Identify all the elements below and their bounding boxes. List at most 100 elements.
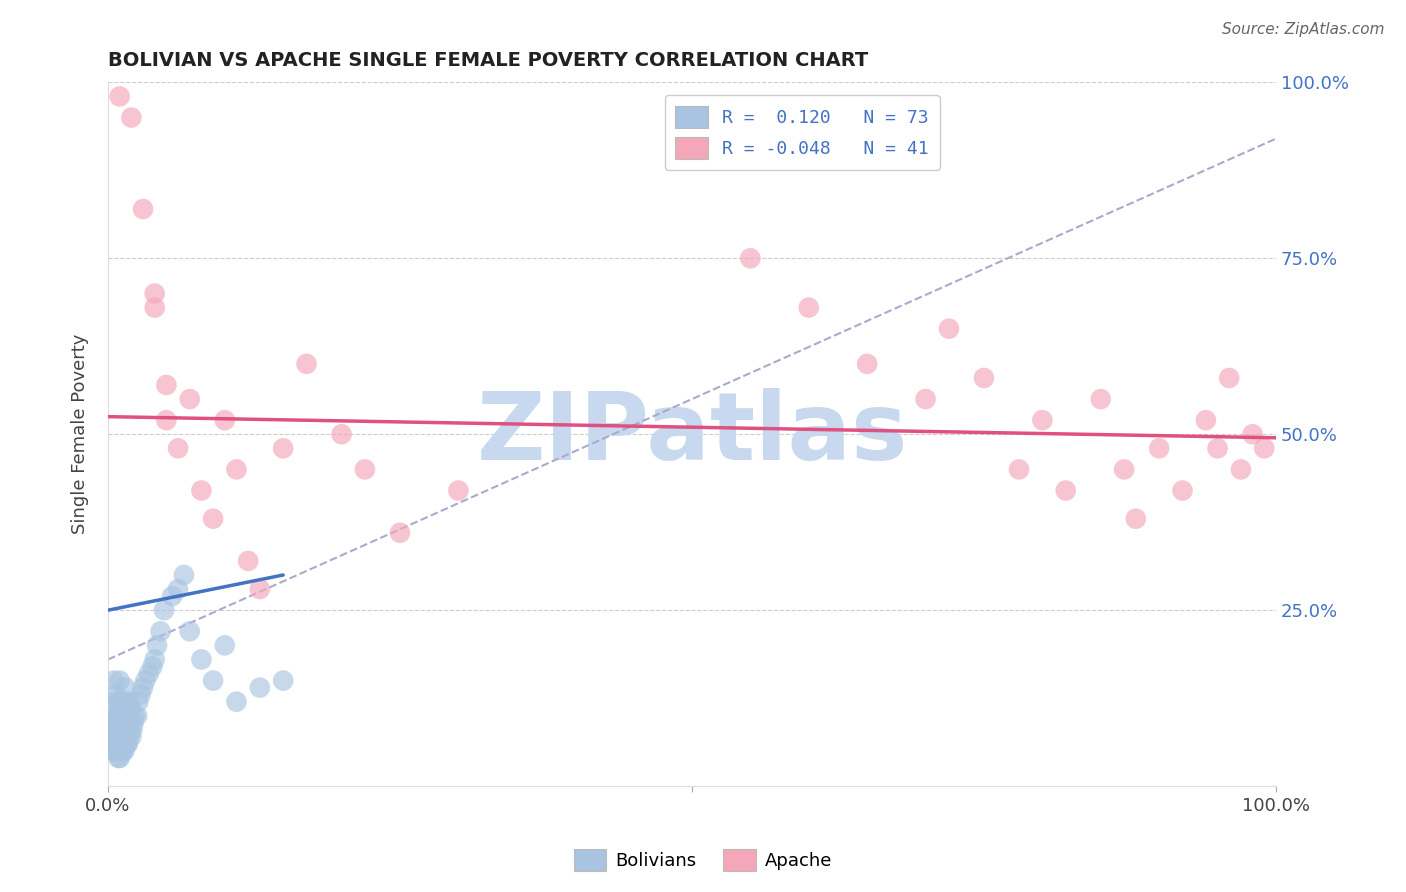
Point	[132, 202, 155, 216]
Point	[914, 392, 936, 406]
Point	[108, 730, 131, 744]
Point	[146, 639, 169, 653]
Point	[111, 730, 134, 744]
Point	[447, 483, 470, 498]
Point	[153, 603, 176, 617]
Point	[103, 730, 125, 744]
Point	[114, 737, 136, 751]
Point	[108, 695, 131, 709]
Point	[112, 744, 135, 758]
Point	[108, 737, 131, 751]
Point	[105, 737, 128, 751]
Point	[1230, 462, 1253, 476]
Point	[107, 723, 129, 737]
Point	[105, 708, 128, 723]
Point	[179, 624, 201, 639]
Point	[155, 413, 177, 427]
Point	[107, 730, 129, 744]
Point	[271, 673, 294, 688]
Point	[112, 730, 135, 744]
Point	[143, 286, 166, 301]
Text: Source: ZipAtlas.com: Source: ZipAtlas.com	[1222, 22, 1385, 37]
Point	[103, 737, 125, 751]
Point	[127, 708, 149, 723]
Point	[120, 702, 142, 716]
Point	[117, 702, 139, 716]
Point	[120, 111, 142, 125]
Point	[143, 652, 166, 666]
Point	[1253, 442, 1275, 456]
Point	[1241, 427, 1264, 442]
Point	[202, 673, 225, 688]
Point	[190, 483, 212, 498]
Point	[107, 708, 129, 723]
Point	[112, 708, 135, 723]
Point	[112, 744, 135, 758]
Point	[214, 639, 236, 653]
Point	[112, 723, 135, 737]
Point	[115, 737, 138, 751]
Point	[117, 737, 139, 751]
Point	[354, 462, 377, 476]
Point	[938, 321, 960, 335]
Point	[1195, 413, 1218, 427]
Point	[271, 442, 294, 456]
Y-axis label: Single Female Poverty: Single Female Poverty	[72, 334, 89, 534]
Point	[295, 357, 318, 371]
Point	[149, 624, 172, 639]
Point	[108, 673, 131, 688]
Point	[108, 708, 131, 723]
Point	[103, 673, 125, 688]
Point	[103, 715, 125, 730]
Point	[214, 413, 236, 427]
Point	[1008, 462, 1031, 476]
Point	[1054, 483, 1077, 498]
Point	[740, 252, 762, 266]
Point	[236, 554, 259, 568]
Point	[103, 695, 125, 709]
Point	[1090, 392, 1112, 406]
Point	[138, 666, 160, 681]
Point	[120, 723, 142, 737]
Point	[155, 378, 177, 392]
Point	[115, 708, 138, 723]
Point	[107, 751, 129, 765]
Point	[160, 589, 183, 603]
Point	[112, 695, 135, 709]
Point	[797, 301, 820, 315]
Point	[103, 744, 125, 758]
Point	[173, 568, 195, 582]
Point	[973, 371, 995, 385]
Point	[103, 723, 125, 737]
Point	[107, 744, 129, 758]
Point	[225, 462, 247, 476]
Legend: Bolivians, Apache: Bolivians, Apache	[567, 842, 839, 879]
Point	[179, 392, 201, 406]
Point	[249, 582, 271, 596]
Point	[330, 427, 353, 442]
Point	[122, 715, 145, 730]
Point	[388, 525, 411, 540]
Point	[225, 695, 247, 709]
Point	[1206, 442, 1229, 456]
Point	[121, 723, 143, 737]
Point	[105, 744, 128, 758]
Point	[190, 652, 212, 666]
Point	[118, 730, 141, 744]
Point	[167, 442, 190, 456]
Point	[111, 695, 134, 709]
Point	[111, 715, 134, 730]
Point	[134, 673, 156, 688]
Point	[856, 357, 879, 371]
Point	[103, 708, 125, 723]
Point	[1147, 442, 1170, 456]
Point	[132, 681, 155, 695]
Point	[105, 688, 128, 702]
Point	[129, 688, 152, 702]
Point	[124, 708, 146, 723]
Point	[202, 512, 225, 526]
Point	[1125, 512, 1147, 526]
Point	[120, 730, 142, 744]
Legend: R =  0.120   N = 73, R = -0.048   N = 41: R = 0.120 N = 73, R = -0.048 N = 41	[665, 95, 939, 169]
Point	[249, 681, 271, 695]
